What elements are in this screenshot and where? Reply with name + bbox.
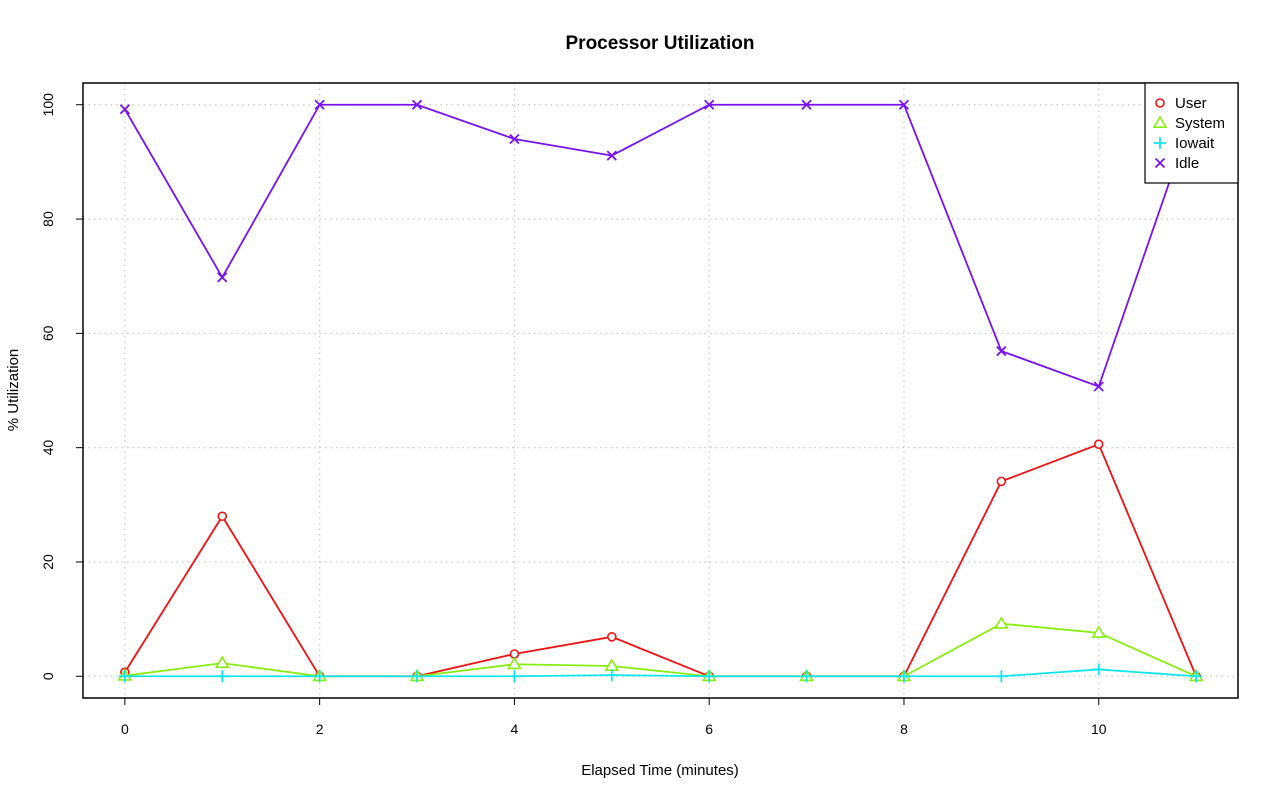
series-iowait [118,663,1203,683]
legend-label-user: User [1175,95,1207,112]
series-system [117,616,1204,682]
series-line-idle [124,103,1197,388]
data-point-iowait [1092,663,1105,676]
series-line-iowait [124,668,1197,678]
series-line-system [124,622,1197,678]
y-tick-label: 60 [40,325,56,341]
y-tick-label: 40 [40,440,56,456]
data-point-iowait [995,670,1008,683]
data-point-user [217,511,228,522]
legend-marker-system [1152,115,1168,128]
data-point-system [214,655,230,669]
y-axis-label: % Utilization [5,349,22,432]
series-line-user [124,443,1197,678]
x-tick-label: 4 [511,721,519,737]
x-tick-label: 6 [705,721,713,737]
data-point-iowait [605,669,618,682]
y-tick-label: 100 [40,93,56,117]
data-point-iowait [313,670,326,683]
data-point-idle [314,99,325,110]
x-axis: 0 2 4 6 8 10 [121,698,1107,737]
y-tick-label: 80 [40,211,56,227]
data-point-user [1093,439,1104,450]
x-tick-label: 2 [316,721,324,737]
data-point-idle [1093,381,1104,392]
grid [83,83,1238,698]
legend-label-system: System [1175,115,1225,132]
chart-title: Processor Utilization [566,33,755,54]
data-point-system [1091,625,1107,638]
data-point-iowait [216,670,229,683]
data-point-iowait [800,670,813,683]
data-point-iowait [411,670,424,683]
data-point-user [996,476,1007,487]
legend: User System Iowait Idle [1144,82,1239,184]
legend-marker-iowait [1154,137,1166,149]
data-point-idle [217,272,228,283]
y-tick-label: 20 [40,554,56,570]
x-tick-label: 8 [900,721,908,737]
data-point-iowait [703,670,716,683]
data-point-idle [606,150,617,161]
data-point-idle [898,99,910,110]
x-axis-label: Elapsed Time (minutes) [581,762,739,779]
data-point-idle [411,99,423,110]
x-tick-label: 10 [1091,721,1107,737]
data-point-iowait [1190,670,1203,683]
data-point-idle [996,345,1007,357]
data-point-idle [119,104,131,115]
x-tick-label: 0 [121,721,129,737]
data-point-user [607,632,617,642]
data-point-system [993,616,1009,629]
legend-marker-idle [1154,157,1166,169]
legend-marker-user [1155,98,1165,108]
legend-label-idle: Idle [1175,155,1199,172]
data-point-idle [704,99,715,110]
series-layer [117,99,1204,683]
data-point-iowait [508,670,521,683]
y-tick-label: 0 [40,672,56,680]
series-user [120,439,1201,682]
data-point-iowait [118,670,131,683]
series-idle [119,99,1202,392]
plot-frame [82,82,1239,699]
data-point-system [507,656,522,670]
y-axis: 0 20 40 60 80 100 [40,93,83,680]
data-point-idle [509,133,520,145]
data-point-iowait [897,670,910,683]
data-point-idle [801,99,812,110]
legend-label-iowait: Iowait [1175,135,1215,152]
